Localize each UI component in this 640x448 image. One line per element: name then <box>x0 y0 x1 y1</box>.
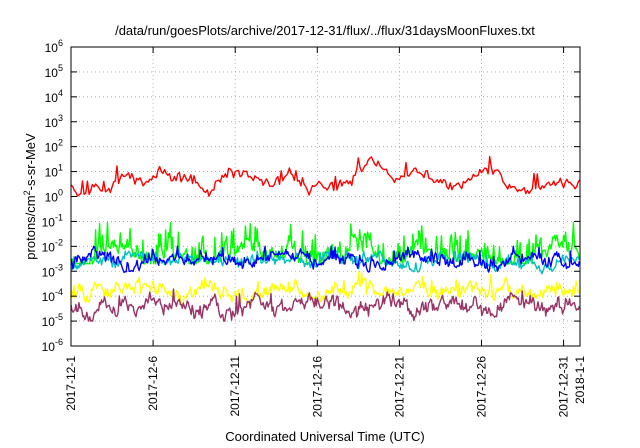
y-tick-exponent: 4 <box>58 88 63 98</box>
axis-ticks <box>70 46 581 347</box>
y-tick-base: 10 <box>42 215 56 229</box>
y-tick-exponent: 2 <box>58 138 63 148</box>
y-tick-base: 10 <box>42 290 56 304</box>
x-tick-label: 2017-12-26 <box>474 356 488 418</box>
y-tick-base: 10 <box>45 166 59 180</box>
y-tick-base: 10 <box>42 265 56 279</box>
series-line-3 <box>70 250 580 275</box>
y-tick-base: 10 <box>45 91 59 105</box>
y-tick-labels: 10-610-510-410-310-210-11001011021031041… <box>42 38 63 354</box>
y-tick-label: 10-5 <box>42 312 63 329</box>
y-tick-base: 10 <box>45 41 59 55</box>
y-tick-label: 106 <box>45 38 63 55</box>
y-tick-label: 10-1 <box>42 212 63 229</box>
series-lines <box>70 155 581 322</box>
series-line-6 <box>70 288 580 322</box>
y-tick-base: 10 <box>45 66 59 80</box>
y-tick-label: 100 <box>45 188 63 205</box>
y-tick-exponent: -4 <box>55 287 63 297</box>
y-tick-label: 10-3 <box>42 262 63 279</box>
y-tick-label: 102 <box>45 138 63 155</box>
x-tick-label: 2017-12-21 <box>392 356 406 418</box>
y-tick-label: 103 <box>45 113 63 130</box>
y-axis-label-rest: -s-sr-MeV <box>23 133 38 190</box>
y-tick-base: 10 <box>42 240 56 254</box>
y-tick-exponent: 5 <box>58 63 63 73</box>
chart-title: /data/run/goesPlots/archive/2017-12-31/f… <box>115 23 535 38</box>
y-tick-base: 10 <box>45 116 59 130</box>
y-tick-label: 101 <box>45 163 63 180</box>
y-tick-label: 104 <box>45 88 63 105</box>
x-tick-label: 2017-12-31 <box>557 356 571 418</box>
x-axis-label: Coordinated Universal Time (UTC) <box>225 429 424 444</box>
x-tick-label: 2017-12-1 <box>64 356 78 411</box>
y-tick-base: 10 <box>42 340 56 354</box>
y-axis-label-sup: 2 <box>22 190 32 195</box>
y-axis-label: protons/cm2-s-sr-MeV <box>22 133 38 260</box>
x-tick-label: 2017-12-16 <box>310 356 324 418</box>
x-tick-label: 2017-12-11 <box>228 356 242 417</box>
y-tick-base: 10 <box>42 315 56 329</box>
x-tick-labels: 2017-12-1 2017-12-6 2017-12-11 2017-12-16 20… <box>64 356 587 418</box>
x-tick-label: 2018-1-1 <box>573 356 587 404</box>
y-axis-label-base: protons/cm <box>23 195 38 259</box>
x-tick-label: 2017-12-6 <box>146 356 160 411</box>
y-tick-exponent: 1 <box>58 163 63 173</box>
y-tick-label: 10-2 <box>42 237 63 254</box>
y-tick-exponent: -6 <box>55 337 63 347</box>
series-line-5 <box>70 271 580 306</box>
y-tick-exponent: 0 <box>58 188 63 198</box>
series-line-1 <box>70 155 581 197</box>
y-tick-exponent: 3 <box>58 113 63 123</box>
y-tick-base: 10 <box>45 141 59 155</box>
y-tick-exponent: -5 <box>55 312 63 322</box>
y-tick-label: 10-4 <box>42 287 63 304</box>
y-tick-base: 10 <box>45 191 59 205</box>
y-tick-label: 105 <box>45 63 63 80</box>
y-tick-exponent: -1 <box>55 212 63 222</box>
series-line-4 <box>70 245 580 274</box>
y-tick-exponent: -3 <box>55 262 63 272</box>
y-tick-exponent: -2 <box>55 237 63 247</box>
y-tick-exponent: 6 <box>58 38 63 48</box>
y-tick-label: 10-6 <box>42 337 63 354</box>
